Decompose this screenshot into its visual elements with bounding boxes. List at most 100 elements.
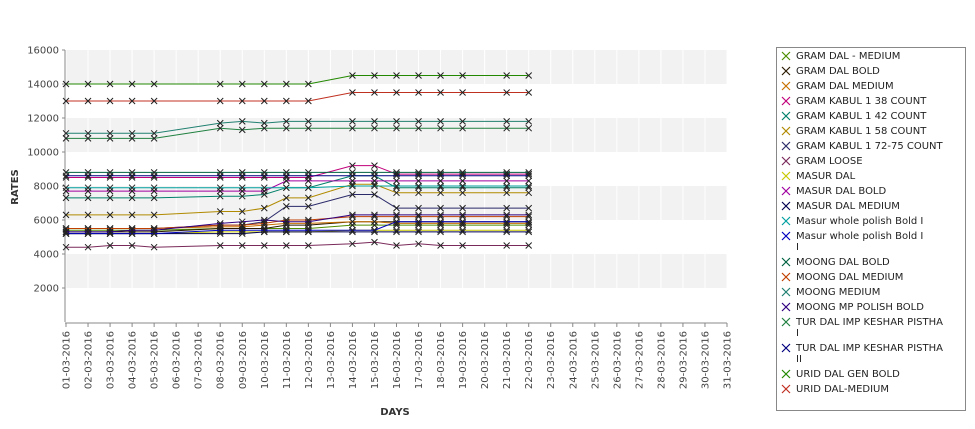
data-point [459, 218, 466, 226]
data-point [62, 129, 70, 137]
data-point [415, 228, 422, 236]
data-point [260, 124, 268, 132]
x-tick-label: 18-03-2016 [436, 331, 447, 389]
data-point [349, 182, 356, 190]
data-point [282, 194, 290, 202]
legend-marker [781, 201, 791, 212]
data-point [128, 80, 136, 88]
data-point [349, 226, 356, 234]
legend-marker [781, 96, 791, 107]
data-point [150, 243, 158, 251]
data-point [84, 129, 92, 137]
data-point [349, 191, 356, 198]
data-point [84, 211, 92, 219]
data-point [305, 226, 312, 234]
data-point [415, 182, 422, 190]
data-point [84, 243, 92, 251]
series-line [66, 221, 529, 235]
series-line [66, 185, 529, 189]
legend-item: GRAM KABUL 1 38 COUNT [781, 96, 965, 107]
legend-label: GRAM KABUL 1 42 COUNT [796, 111, 927, 122]
data-point [415, 204, 422, 212]
data-point [459, 189, 466, 197]
data-point [393, 177, 400, 185]
data-point [415, 218, 422, 226]
data-point [503, 242, 511, 249]
data-point [415, 72, 422, 79]
x-tick-label: 31-03-2016 [723, 331, 734, 389]
legend-marker [781, 317, 791, 328]
series [62, 211, 533, 236]
series [62, 72, 533, 88]
data-point [106, 135, 114, 142]
data-point [305, 242, 312, 249]
data-point [282, 80, 290, 88]
data-point [305, 80, 312, 88]
data-point [503, 189, 511, 197]
legend-marker [781, 216, 791, 227]
x-axis-title: DAYS [380, 407, 410, 418]
data-point [503, 124, 511, 132]
data-point [459, 204, 466, 212]
legend-item: URID DAL-MEDIUM [781, 384, 965, 395]
data-point [216, 97, 224, 105]
data-point [393, 218, 400, 226]
x-tick-label: 27-03-2016 [634, 331, 645, 389]
legend-label: MOONG DAL BOLD [796, 257, 890, 268]
data-point [415, 124, 422, 132]
data-point [459, 172, 466, 180]
data-point [260, 119, 268, 127]
data-point [128, 135, 136, 142]
series [62, 182, 533, 192]
legend-label: MASUR DAL [796, 171, 856, 182]
data-point [459, 124, 466, 132]
y-tick-label: 10000 [27, 148, 59, 159]
legend-marker [781, 257, 791, 268]
data-point [238, 192, 246, 200]
legend-label: MOONG MEDIUM [796, 287, 881, 298]
data-point [459, 242, 466, 249]
data-point [106, 228, 114, 236]
legend-item: GRAM KABUL 1 58 COUNT [781, 126, 965, 137]
data-point [415, 118, 422, 125]
x-tick-label: 06-03-2016 [172, 331, 183, 389]
data-point [282, 226, 290, 234]
legend-item: GRAM DAL BOLD [781, 66, 965, 77]
series-line [66, 241, 529, 248]
legend-marker [781, 66, 791, 77]
data-point [459, 118, 466, 125]
data-point [282, 242, 290, 249]
data-point [62, 97, 70, 105]
x-tick-label: 29-03-2016 [678, 331, 689, 389]
x-tick-label: 12-03-2016 [304, 331, 315, 389]
data-point [216, 208, 224, 215]
data-point [282, 118, 290, 125]
x-tick-label: 16-03-2016 [392, 331, 403, 389]
data-point [415, 172, 422, 180]
data-point [128, 97, 136, 105]
legend-marker [781, 141, 791, 152]
data-point [525, 72, 533, 79]
chart-legend: GRAM DAL - MEDIUM GRAM DAL BOLD GRAM DAL M… [776, 47, 966, 411]
data-point [525, 242, 533, 249]
data-point [305, 194, 312, 202]
legend-label: GRAM KABUL 1 58 COUNT [796, 126, 927, 137]
data-point [282, 172, 290, 180]
legend-marker [781, 302, 791, 313]
legend-label: MASUR DAL BOLD [796, 186, 887, 197]
legend-item: GRAM KABUL 1 42 COUNT [781, 111, 965, 122]
data-point [393, 89, 400, 96]
data-point [459, 211, 466, 219]
data-point [305, 177, 312, 185]
x-tick-label: 07-03-2016 [194, 331, 205, 389]
y-tick-label: 8000 [34, 182, 59, 193]
data-point [305, 203, 312, 210]
data-point [305, 118, 312, 125]
x-tick-label: 28-03-2016 [656, 331, 667, 389]
data-point [62, 228, 70, 236]
data-point [393, 204, 400, 212]
data-point [349, 124, 356, 132]
data-point [349, 211, 356, 219]
series-line [66, 180, 529, 192]
data-point [437, 172, 444, 180]
